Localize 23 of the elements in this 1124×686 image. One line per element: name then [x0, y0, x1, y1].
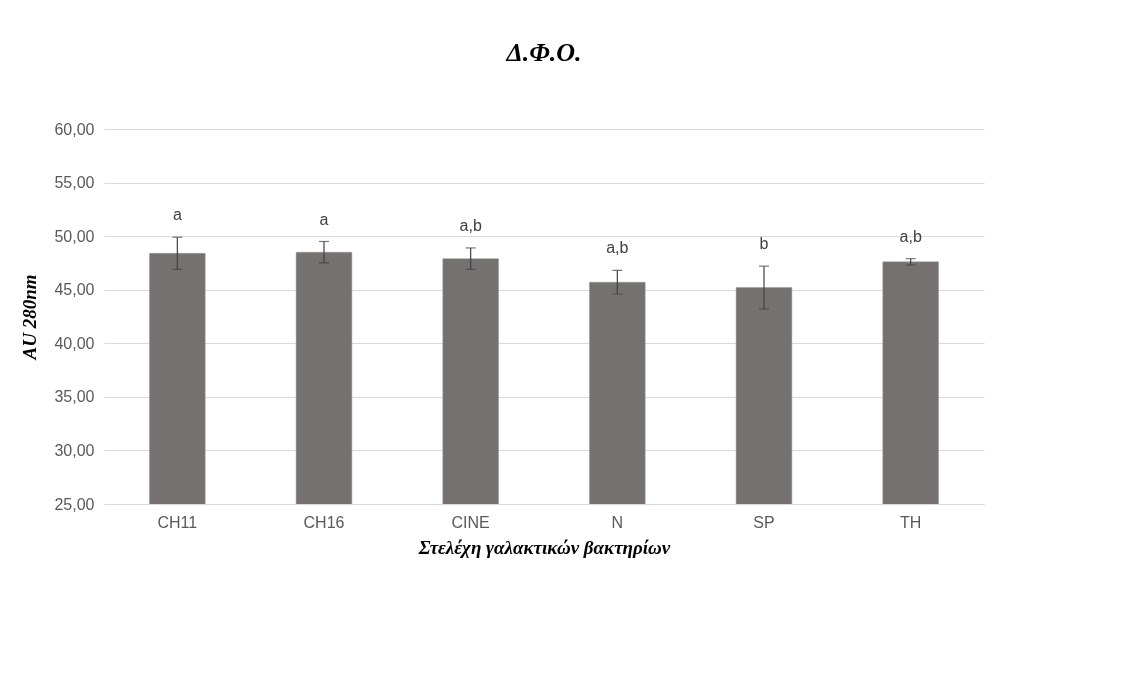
- x-tick-label: N: [611, 513, 624, 531]
- y-tick-label: 45,00: [54, 281, 95, 299]
- annotation: a: [172, 206, 182, 224]
- annotation: a: [319, 210, 329, 228]
- y-tick-label: 60,00: [54, 120, 95, 138]
- x-axis-title: Στελέχη γαλακτικών βακτηρίων: [417, 536, 671, 558]
- annotation: b: [759, 235, 769, 253]
- x-tick-label: CH16: [303, 513, 345, 531]
- annotation: a,b: [459, 216, 482, 234]
- y-tick-label: 40,00: [54, 334, 95, 352]
- x-tick-label: SP: [753, 513, 775, 531]
- annotation: a,b: [899, 227, 922, 245]
- x-tick-label: CH11: [157, 513, 198, 531]
- y-tick-label: 50,00: [54, 227, 95, 245]
- y-tick-label: 55,00: [54, 174, 95, 192]
- x-tick-label: TH: [900, 513, 922, 531]
- y-tick-label: 35,00: [54, 388, 95, 406]
- x-tick-label: CINE: [451, 513, 490, 531]
- y-axis-title: AU 280nm: [19, 274, 41, 361]
- y-tick-label: 25,00: [54, 495, 95, 513]
- y-tick-label: 30,00: [54, 441, 95, 459]
- annotation: a,b: [606, 239, 629, 257]
- chart-title: Δ.Φ.Ο.: [505, 38, 582, 67]
